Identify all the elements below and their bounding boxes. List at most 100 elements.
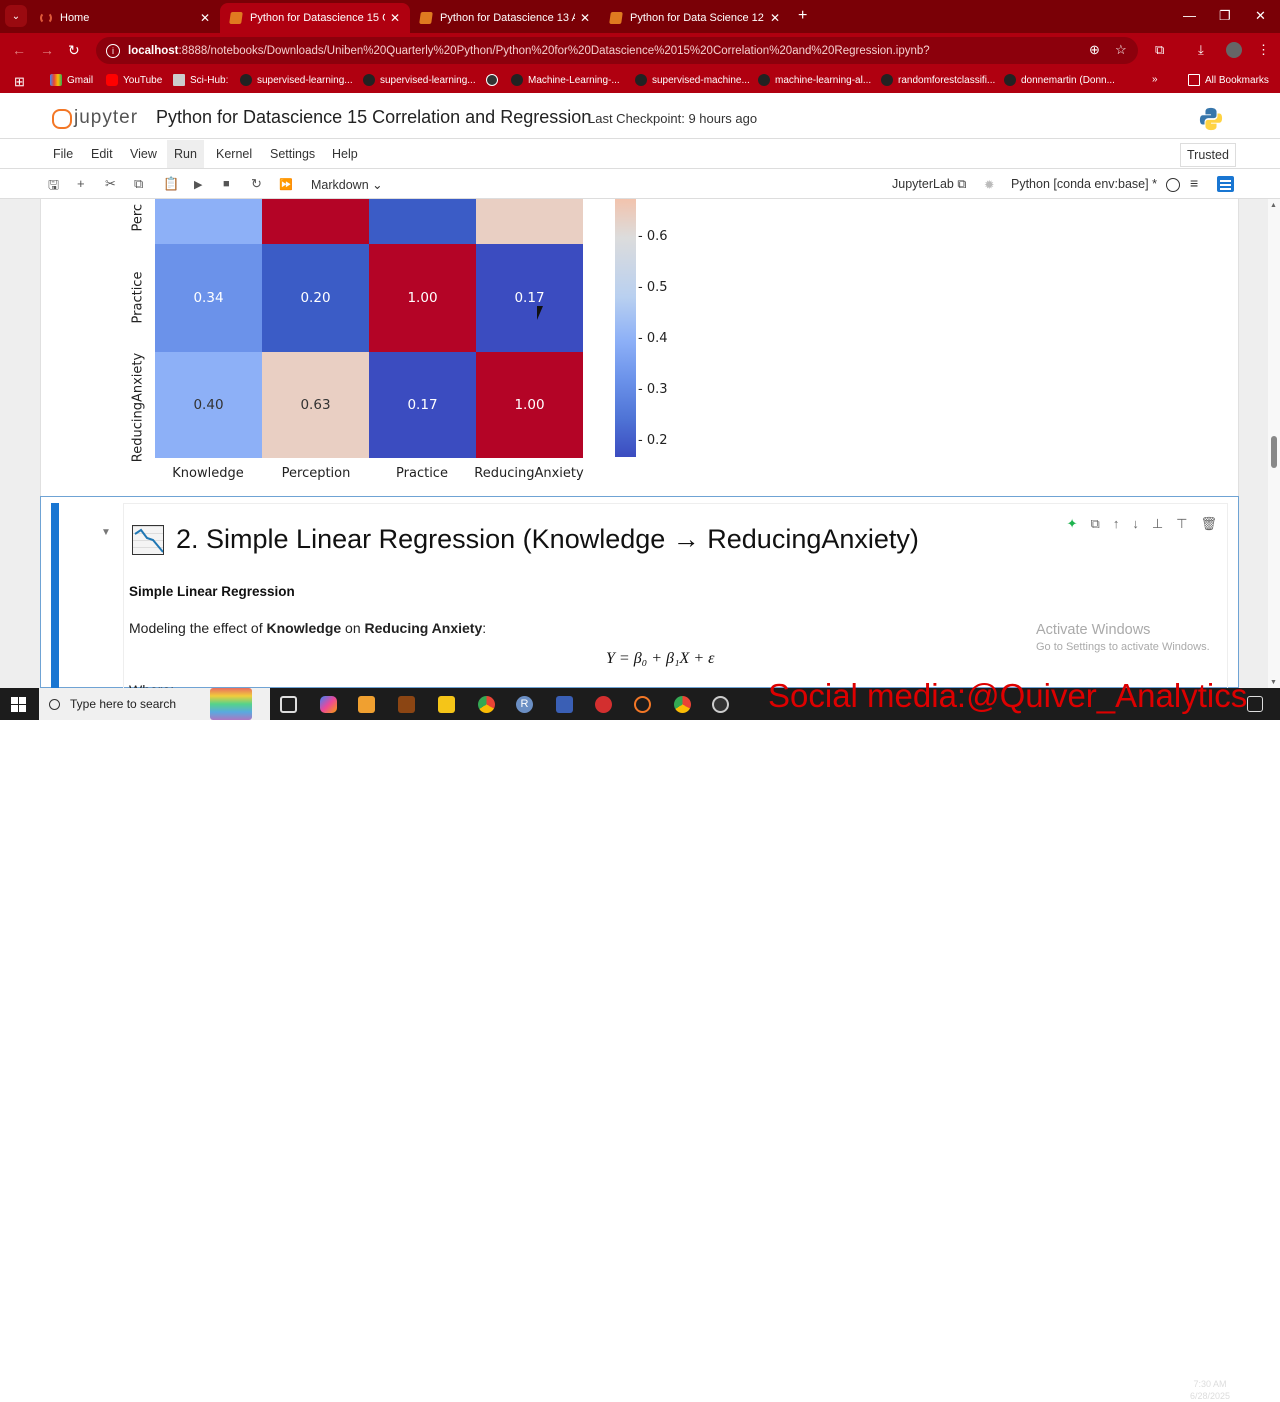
profile-avatar[interactable] bbox=[1226, 42, 1242, 58]
insert-above-icon[interactable]: ⊥ bbox=[1151, 516, 1164, 531]
chrome-active-icon[interactable] bbox=[674, 696, 691, 713]
bookmark-supervised-learning-1[interactable]: supervised-learning... bbox=[240, 74, 353, 86]
jupyter-taskbar-icon[interactable] bbox=[634, 696, 651, 713]
calculator-icon[interactable] bbox=[556, 696, 573, 713]
forward-button[interactable]: → bbox=[40, 42, 54, 58]
scrollbar-thumb[interactable] bbox=[1271, 436, 1277, 468]
bookmark-donnemartin[interactable]: donnemartin (Donn... bbox=[1004, 74, 1115, 86]
property-inspector-icon[interactable] bbox=[1217, 176, 1234, 192]
chrome-icon[interactable] bbox=[478, 696, 495, 713]
insert-below-icon[interactable]: ⊤ bbox=[1176, 516, 1188, 531]
paste-icon[interactable]: 📋 bbox=[163, 176, 180, 191]
url-input[interactable]: i localhost:8888/notebooks/Downloads/Uni… bbox=[96, 37, 1138, 64]
tab-notebook-13[interactable]: Python for Datascience 13 ANO ✕ bbox=[410, 3, 600, 33]
social-media-overlay: Social media:@Quiver_Analytics bbox=[768, 677, 1248, 714]
search-highlight-image[interactable] bbox=[210, 688, 252, 720]
tab-notebook-12[interactable]: Python for Data Science 12 Test ✕ bbox=[600, 3, 790, 33]
copilot-icon[interactable] bbox=[320, 696, 337, 713]
menu-settings[interactable]: Settings bbox=[270, 147, 316, 161]
run-icon[interactable]: ▶ bbox=[194, 179, 203, 191]
heatmap-cell: 1.00 bbox=[476, 352, 583, 458]
close-tab-icon[interactable]: ✕ bbox=[199, 11, 210, 25]
more-bookmarks-button[interactable]: » bbox=[1152, 74, 1158, 85]
fast-forward-icon[interactable]: ⏩ bbox=[279, 179, 293, 191]
bookmark-supervised-machine[interactable]: supervised-machine... bbox=[635, 74, 750, 86]
bookmark-youtube[interactable]: YouTube bbox=[106, 74, 162, 86]
jupyter-logo[interactable]: jupyter bbox=[52, 107, 138, 129]
bookmark-supervised-learning-2[interactable]: supervised-learning... bbox=[363, 74, 476, 86]
system-clock[interactable]: 7:30 AM 6/28/2025 bbox=[1190, 1379, 1231, 1401]
bookmark-gmail[interactable]: Gmail bbox=[50, 74, 93, 86]
site-info-icon[interactable]: i bbox=[106, 43, 120, 58]
minimize-button[interactable]: — bbox=[1183, 8, 1196, 23]
menu-kernel[interactable]: Kernel bbox=[216, 147, 253, 161]
heatmap-cell: 0.20 bbox=[262, 244, 369, 352]
delete-cell-icon[interactable]: 🗑 bbox=[1200, 516, 1217, 531]
wps-icon[interactable] bbox=[595, 696, 612, 713]
restore-button[interactable]: ❐ bbox=[1219, 8, 1231, 23]
save-icon[interactable]: 🖫 bbox=[48, 177, 60, 192]
stop-icon[interactable]: ■ bbox=[223, 178, 230, 190]
bookmark-scihub[interactable]: Sci-Hub: bbox=[173, 74, 228, 86]
menu-run[interactable]: Run bbox=[167, 140, 204, 168]
heatmap-cell bbox=[262, 199, 369, 244]
menu-help[interactable]: Help bbox=[332, 147, 358, 161]
extensions-icon[interactable]: ⧉ bbox=[1155, 42, 1165, 57]
debugger-icon[interactable]: ✹ bbox=[984, 178, 995, 192]
bookmark-randomforest[interactable]: randomforestclassifi... bbox=[881, 74, 995, 86]
bookmark-globe[interactable] bbox=[486, 74, 503, 86]
app-icon[interactable] bbox=[398, 696, 415, 713]
tab-home[interactable]: Home ✕ bbox=[30, 3, 220, 33]
bookmark-machine-learning-al[interactable]: machine-learning-al... bbox=[758, 74, 871, 86]
file-explorer-icon[interactable] bbox=[438, 696, 455, 713]
ai-sparkle-icon[interactable]: ✦ bbox=[1066, 516, 1078, 531]
jupyterlab-link[interactable]: JupyterLab ⧉ bbox=[892, 177, 967, 191]
menu-edit[interactable]: Edit bbox=[91, 147, 113, 161]
reload-button[interactable]: ↻ bbox=[68, 42, 80, 58]
move-up-icon[interactable]: ↑ bbox=[1112, 516, 1120, 531]
media-player-icon[interactable] bbox=[358, 696, 375, 713]
download-icon[interactable]: ⤓ bbox=[1198, 42, 1204, 57]
markdown-cell-selected[interactable]: ▼ 2. Simple Linear Regression (Knowledge… bbox=[40, 496, 1239, 690]
notification-icon[interactable] bbox=[1247, 696, 1263, 712]
all-bookmarks-button[interactable]: All Bookmarks bbox=[1188, 74, 1269, 86]
browser-menu-icon[interactable]: ⋮ bbox=[1257, 42, 1270, 57]
scroll-up-icon[interactable]: ▲ bbox=[1270, 202, 1277, 209]
menu-view[interactable]: View bbox=[130, 147, 157, 161]
menu-file[interactable]: File bbox=[53, 147, 74, 161]
collapse-heading-icon[interactable]: ▼ bbox=[101, 527, 111, 538]
toc-icon[interactable]: ≡ bbox=[1190, 175, 1199, 191]
obs-icon[interactable] bbox=[712, 696, 729, 713]
copy-icon[interactable]: ⧉ bbox=[134, 176, 144, 191]
zoom-icon[interactable]: ⊕ bbox=[1089, 42, 1100, 57]
trusted-indicator[interactable]: Trusted bbox=[1180, 143, 1236, 167]
notebook-title[interactable]: Python for Datascience 15 Correlation an… bbox=[156, 107, 592, 127]
vertical-scrollbar[interactable]: ▲ ▼ bbox=[1268, 199, 1280, 688]
move-down-icon[interactable]: ↓ bbox=[1132, 516, 1139, 531]
add-cell-icon[interactable]: + bbox=[77, 176, 85, 191]
y-axis-label: ReducingAnxiety bbox=[130, 352, 146, 463]
restart-icon[interactable]: ↻ bbox=[251, 176, 262, 191]
close-window-button[interactable]: ✕ bbox=[1255, 8, 1266, 23]
markdown-cell-content[interactable]: 2. Simple Linear Regression (Knowledge →… bbox=[123, 503, 1228, 690]
cut-icon[interactable]: ✂ bbox=[105, 176, 116, 191]
r-icon[interactable]: R bbox=[516, 696, 533, 713]
kernel-name[interactable]: Python [conda env:base] * bbox=[1011, 177, 1157, 191]
apps-grid-icon[interactable]: ⊞ bbox=[14, 74, 25, 89]
cell-type-select[interactable]: Markdown ⌄ bbox=[311, 178, 383, 192]
close-tab-icon[interactable]: ✕ bbox=[769, 11, 780, 25]
new-tab-button[interactable]: + bbox=[798, 7, 808, 24]
bookmark-machine-learning[interactable]: Machine-Learning-... bbox=[511, 74, 620, 86]
tab-search-button[interactable]: ⌄ bbox=[5, 5, 27, 27]
cell-collapser-bar[interactable] bbox=[51, 503, 59, 689]
close-tab-icon[interactable]: ✕ bbox=[389, 11, 400, 25]
task-view-icon[interactable] bbox=[280, 696, 297, 713]
y-axis-label: Practice bbox=[130, 271, 146, 324]
scroll-down-icon[interactable]: ▼ bbox=[1270, 679, 1277, 686]
close-tab-icon[interactable]: ✕ bbox=[579, 11, 590, 25]
duplicate-cell-icon[interactable]: ⧉ bbox=[1090, 516, 1100, 531]
back-button[interactable]: ← bbox=[12, 42, 26, 58]
bookmark-star-icon[interactable]: ☆ bbox=[1115, 42, 1127, 57]
windows-start-icon[interactable] bbox=[11, 697, 26, 712]
tab-notebook-15[interactable]: Python for Datascience 15 Corr ✕ bbox=[220, 3, 410, 33]
